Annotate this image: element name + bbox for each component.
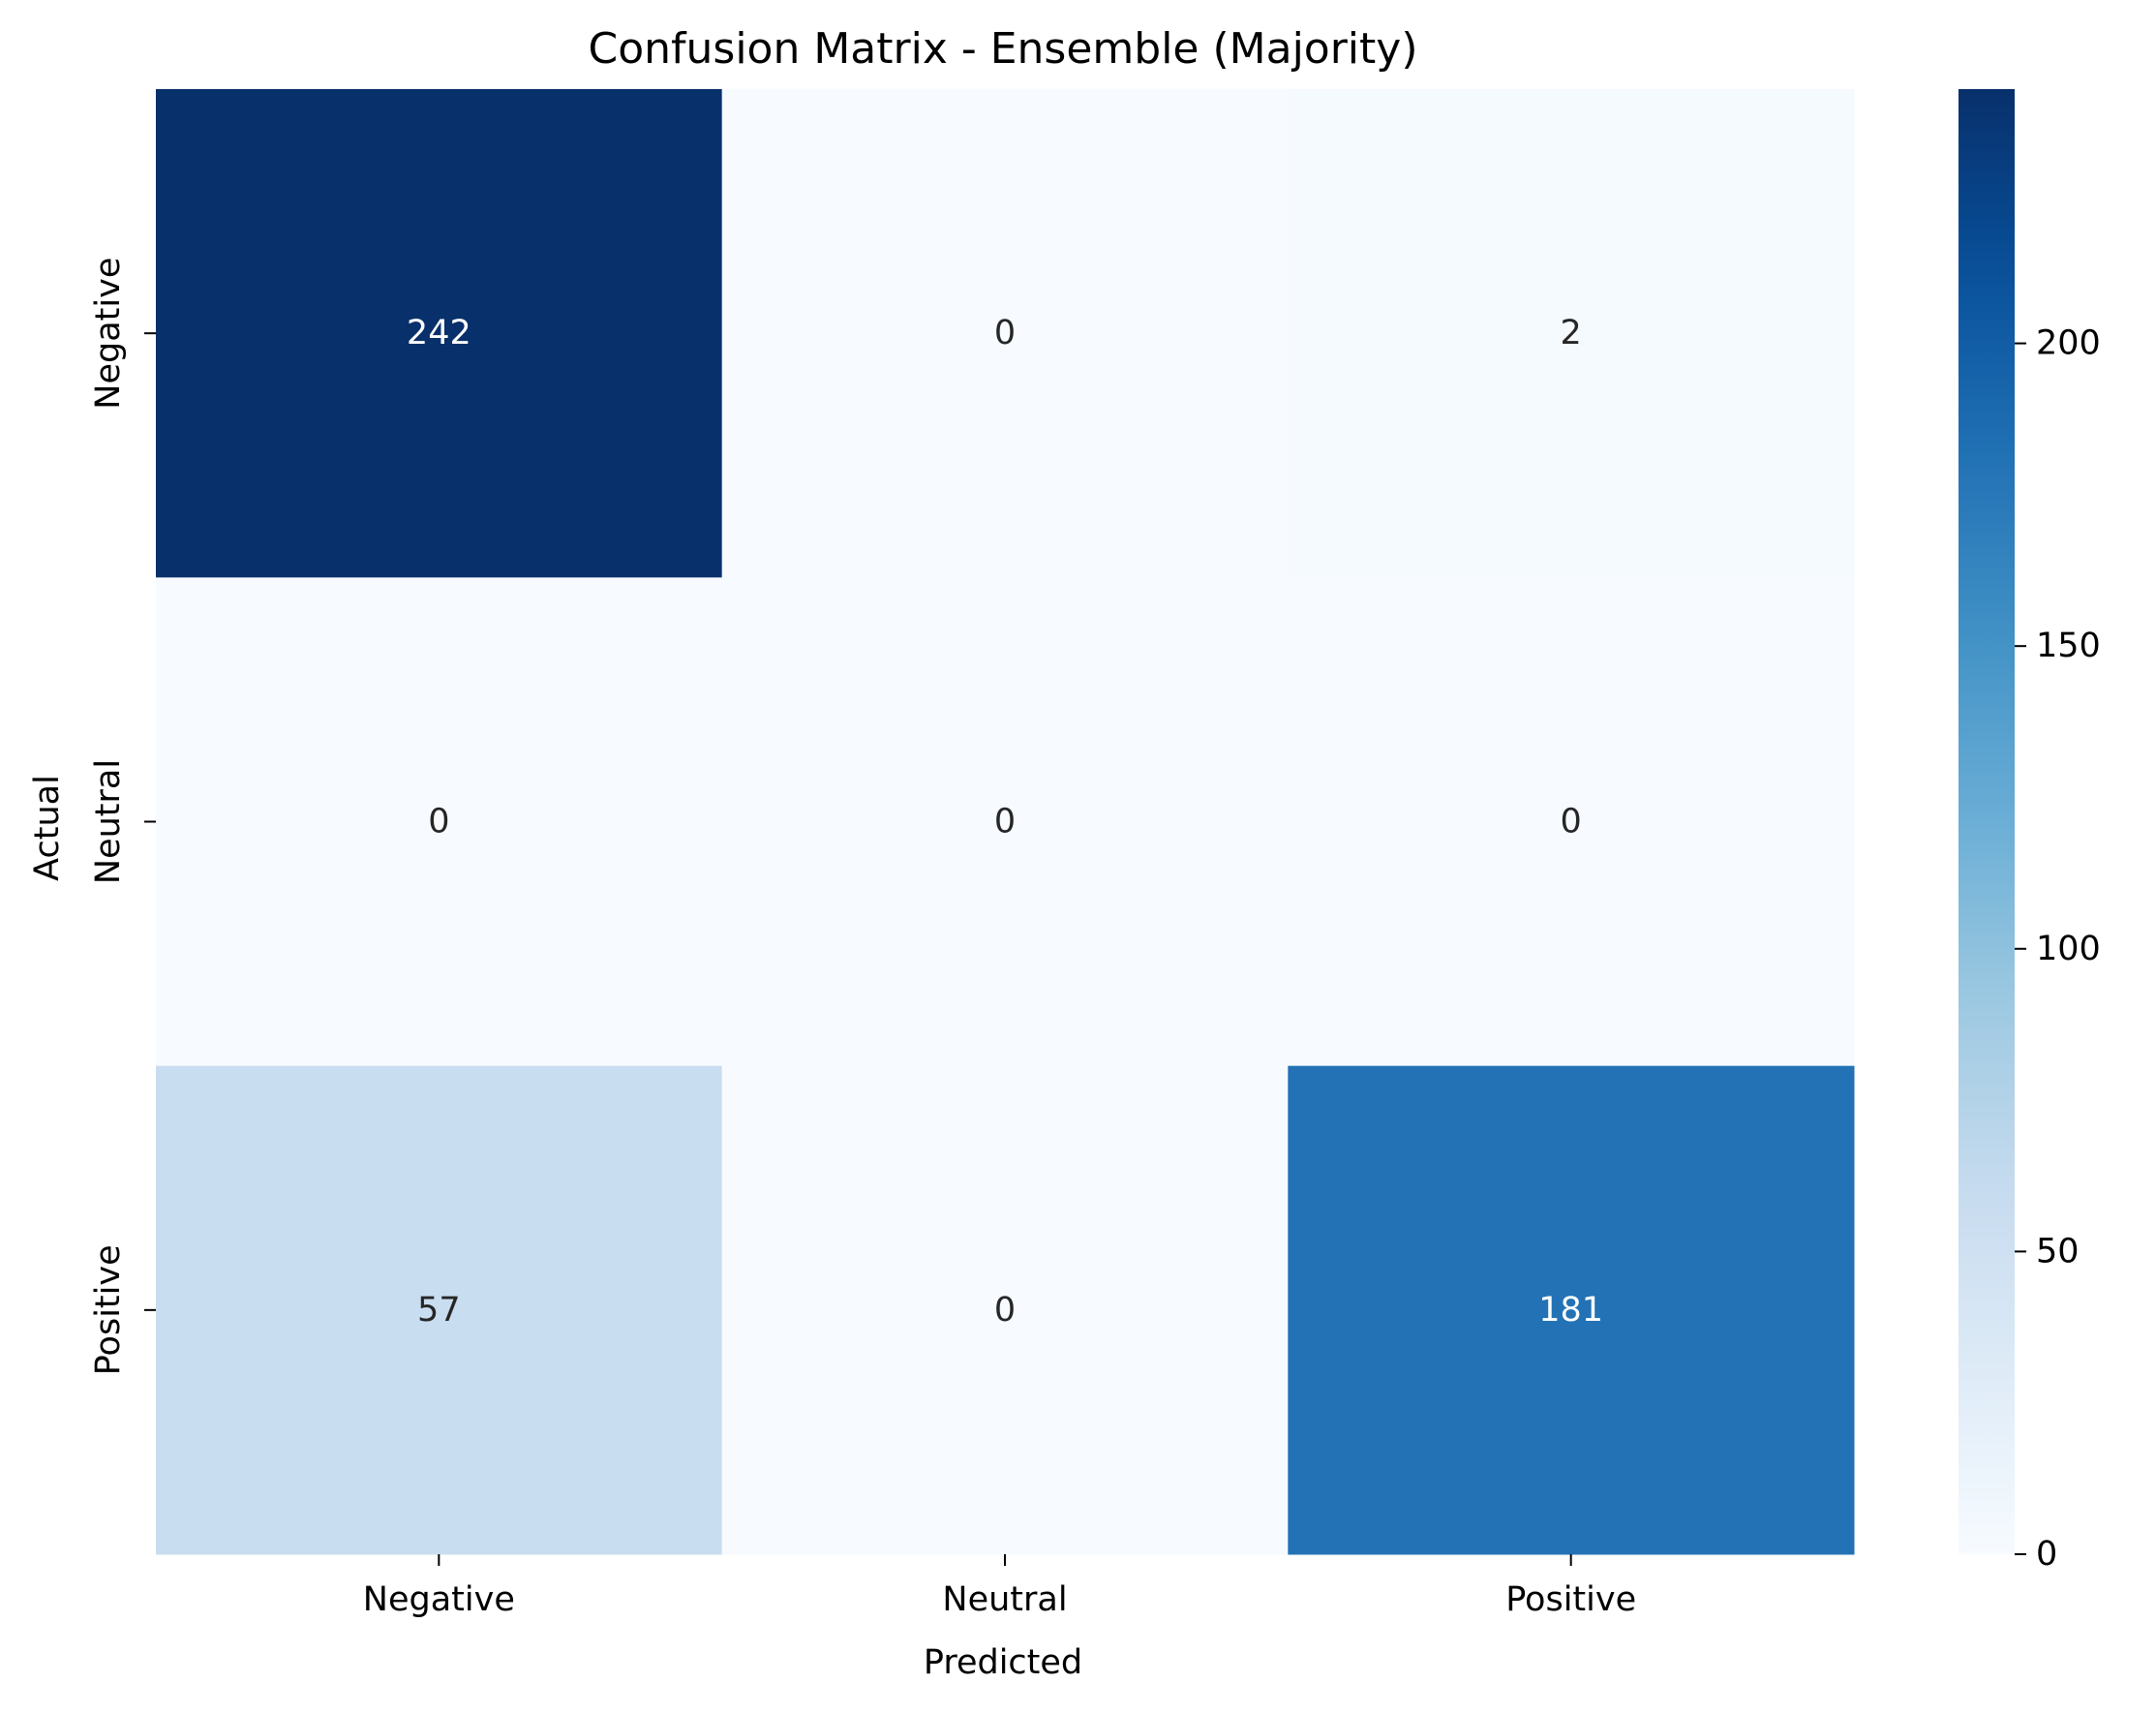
x-tick-label-2: Positive <box>1505 1580 1636 1619</box>
heatmap-cell-2-2 <box>1288 1065 1855 1555</box>
colorbar-tick-label-2: 100 <box>2036 930 2101 968</box>
y-axis-label: Actual <box>28 775 67 881</box>
cell-value-2-2: 181 <box>1538 1291 1603 1330</box>
cell-value-0-2: 2 <box>1561 314 1582 352</box>
cell-value-0-0: 242 <box>407 314 471 352</box>
x-axis-ticks: Negative Neutral Positive <box>363 1554 1636 1619</box>
heatmap-cell-2-1 <box>721 1065 1289 1555</box>
cell-value-1-2: 0 <box>1561 803 1582 842</box>
heatmap-cell-1-0 <box>156 577 723 1067</box>
y-tick-label-0: Negative <box>89 258 128 410</box>
x-tick-label-0: Negative <box>363 1580 515 1619</box>
colorbar-tick-label-4: 200 <box>2036 324 2101 363</box>
x-tick-label-1: Neutral <box>942 1580 1067 1619</box>
y-tick-label-2: Positive <box>89 1244 128 1375</box>
cell-value-2-0: 57 <box>417 1291 461 1330</box>
colorbar-tick-label-0: 0 <box>2036 1535 2057 1574</box>
heatmap-cell-0-2 <box>1288 89 1855 578</box>
cell-value-1-1: 0 <box>994 803 1016 842</box>
cell-value-0-1: 0 <box>994 314 1016 352</box>
cell-value-2-1: 0 <box>994 1291 1016 1330</box>
heatmap-cell-1-2 <box>1288 577 1855 1067</box>
y-tick-label-1: Neutral <box>89 759 128 884</box>
cell-value-1-0: 0 <box>428 803 449 842</box>
colorbar-ticks: 0 50 100 150 200 <box>2015 324 2101 1574</box>
colorbar-tick-label-1: 50 <box>2036 1232 2080 1270</box>
x-axis-label: Predicted <box>924 1643 1082 1682</box>
y-axis-ticks: Negative Neutral Positive <box>89 258 156 1375</box>
colorbar-tick-label-3: 150 <box>2036 627 2101 665</box>
heatmap-cells <box>156 89 1855 1555</box>
chart-title: Confusion Matrix - Ensemble (Majority) <box>589 24 1418 74</box>
heatmap-cell-labels: 242 0 2 0 0 0 57 0 181 <box>407 314 1603 1330</box>
heatmap-cell-0-1 <box>721 89 1289 578</box>
colorbar <box>1959 89 2015 1554</box>
heatmap-cell-2-0 <box>156 1065 723 1555</box>
heatmap-cell-0-0 <box>156 89 723 578</box>
heatmap-cell-1-1 <box>721 577 1289 1067</box>
